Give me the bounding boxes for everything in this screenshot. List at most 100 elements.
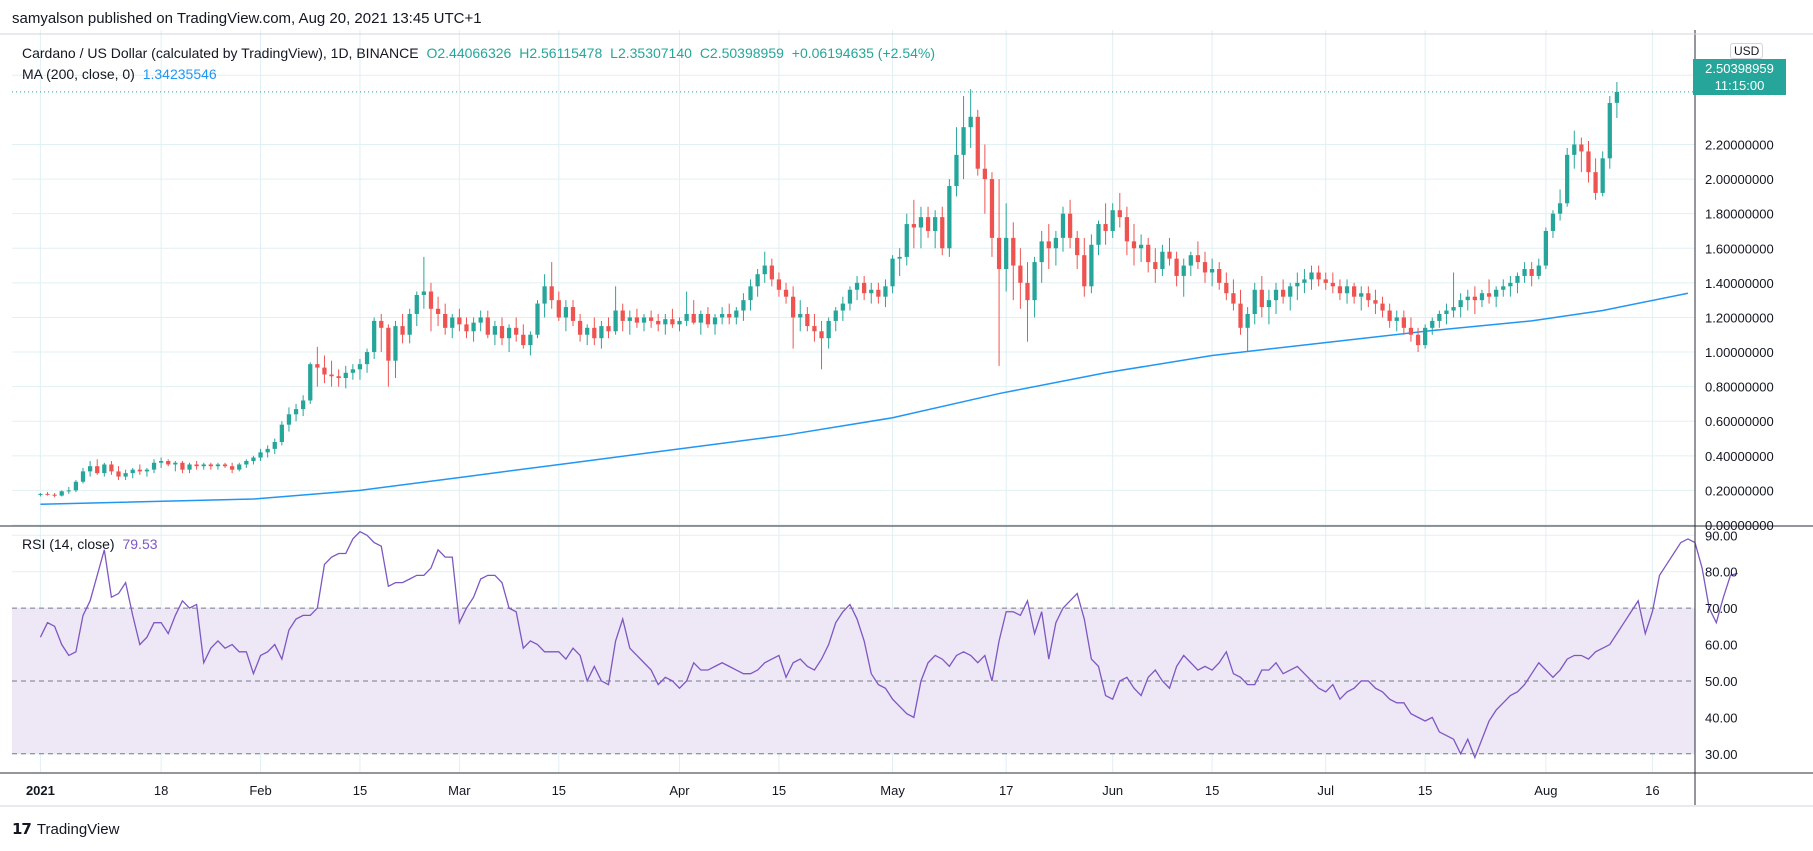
candle	[443, 303, 448, 335]
candle-body	[407, 313, 412, 335]
candle	[1288, 282, 1293, 311]
candle	[1479, 289, 1485, 308]
candle	[1295, 272, 1300, 301]
candle	[1323, 272, 1328, 290]
candle-body	[1508, 282, 1513, 287]
candle-body	[1352, 286, 1357, 297]
candle	[663, 313, 668, 335]
candle	[393, 320, 398, 378]
candle-body	[1160, 251, 1165, 270]
candle-body	[698, 313, 703, 323]
candle	[1387, 303, 1392, 328]
candle-body	[322, 367, 327, 375]
candle-body	[1245, 313, 1250, 328]
time-tick-label: 15	[552, 783, 566, 798]
candle-body	[38, 493, 43, 495]
candle	[1607, 96, 1612, 169]
candle-body	[705, 313, 711, 325]
candle	[577, 313, 583, 342]
candle	[379, 313, 384, 353]
candle-body	[471, 322, 476, 332]
candle-body	[1394, 317, 1399, 321]
candle-body	[684, 313, 689, 321]
candle-body	[443, 313, 448, 328]
candle-body	[826, 320, 831, 339]
candle	[258, 448, 263, 462]
candle	[606, 317, 611, 339]
candle-body	[1231, 293, 1236, 304]
candle-body	[357, 364, 363, 370]
candle	[599, 320, 604, 349]
candle	[1181, 258, 1186, 297]
candle-body	[1174, 258, 1179, 276]
candle	[933, 210, 938, 249]
bar-countdown: 11:15:00	[1714, 78, 1765, 93]
candle-body	[1124, 217, 1130, 242]
candle-body	[663, 319, 668, 325]
candle-body	[933, 217, 938, 231]
candle	[1565, 147, 1570, 207]
candle-body	[87, 466, 93, 472]
candle-body	[1209, 269, 1215, 273]
candle	[528, 331, 533, 356]
candle	[251, 455, 256, 465]
candle	[293, 403, 299, 422]
candle	[1039, 230, 1044, 283]
candle	[492, 320, 498, 346]
candle-body	[840, 303, 845, 311]
candle	[1011, 222, 1016, 301]
candle	[400, 313, 405, 344]
candle-body	[883, 286, 888, 297]
candle-body	[712, 317, 718, 325]
rsi-tick-label: 50.00	[1705, 674, 1738, 689]
candle-body	[1288, 286, 1293, 297]
candle	[1046, 224, 1051, 270]
candle	[833, 307, 838, 332]
candle-body	[116, 471, 121, 477]
change-value: +0.06194635 (+2.54%)	[791, 45, 936, 61]
candle	[137, 464, 142, 475]
candle	[506, 324, 512, 353]
candle-body	[428, 291, 434, 309]
candle	[1401, 310, 1406, 335]
candle	[1202, 251, 1208, 283]
ma-value: 1.34235546	[142, 66, 217, 82]
candle	[1600, 151, 1605, 197]
candle-body	[1280, 289, 1286, 297]
time-tick-label: Aug	[1534, 783, 1557, 798]
candle-body	[1309, 272, 1314, 280]
candle	[982, 144, 988, 214]
candle	[279, 421, 284, 446]
candle	[762, 251, 767, 283]
candle-body	[336, 376, 341, 378]
footer-brand[interactable]: 𝟭𝟳 TradingView	[12, 820, 119, 839]
price-tick-label: 2.00000000	[1705, 172, 1774, 187]
candle-body	[1550, 213, 1556, 231]
candle	[719, 307, 725, 325]
candle-body	[769, 265, 774, 280]
candle-body	[1444, 310, 1449, 314]
candle-body	[1430, 320, 1435, 328]
candle	[1096, 220, 1101, 256]
rsi-series-line	[39, 530, 1738, 760]
candle	[1352, 282, 1357, 304]
candle-body	[1600, 158, 1605, 193]
candle-body	[1359, 293, 1364, 297]
currency-badge[interactable]: USD	[1730, 43, 1764, 59]
time-tick-label: 15	[1205, 783, 1219, 798]
candle-body	[435, 308, 441, 314]
candle	[791, 286, 796, 349]
time-tick-label: 17	[999, 783, 1013, 798]
candle	[1060, 206, 1066, 252]
price-tick-label: 1.00000000	[1705, 345, 1774, 360]
price-tick-label: 0.20000000	[1705, 483, 1774, 498]
candle-body	[748, 286, 753, 301]
candle-body	[989, 179, 995, 238]
candle-body	[1316, 272, 1321, 280]
candle-body	[187, 464, 192, 470]
candle	[1458, 293, 1463, 318]
candle-body	[485, 317, 490, 335]
candle	[144, 467, 150, 477]
candle	[883, 279, 888, 308]
